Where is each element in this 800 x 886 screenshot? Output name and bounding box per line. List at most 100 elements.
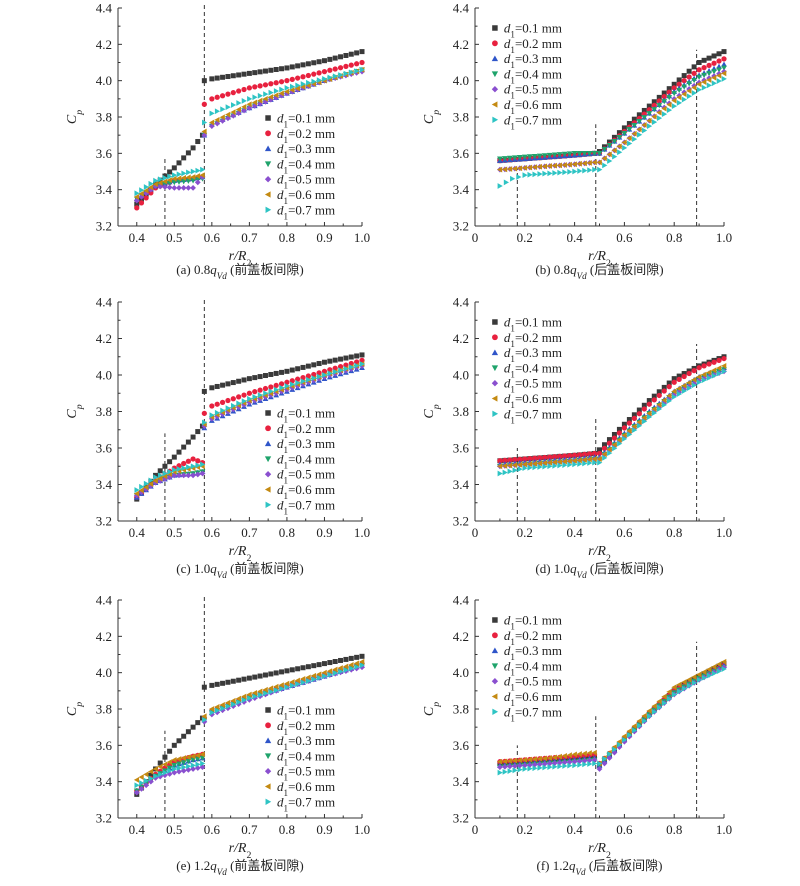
- x-tick-label: 0.6: [204, 230, 221, 245]
- data-point: [359, 653, 365, 659]
- data-point: [236, 88, 242, 94]
- data-point: [305, 674, 311, 681]
- data-point: [143, 187, 149, 194]
- y-axis-label: Cp: [422, 110, 442, 124]
- data-point: [676, 94, 682, 101]
- data-point: [236, 400, 242, 407]
- data-point: [190, 463, 196, 470]
- data-point: [661, 397, 667, 404]
- chart-panel-c: 3.2 3.4 3.6 3.8 4.0 4.2 4.4 0.4 0.5 0.6 0.7 0.8 0.9 1…: [65, 295, 370, 581]
- data-point: [606, 440, 613, 446]
- x-tick-label: 1.0: [716, 525, 732, 540]
- data-point: [343, 355, 349, 361]
- data-point: [348, 662, 354, 668]
- x-tick-label: 0.6: [204, 525, 221, 540]
- data-point: [289, 76, 295, 82]
- data-point: [696, 671, 702, 678]
- panel-caption: (c) 1.0qVd (前盖板间隙): [176, 561, 303, 580]
- series-4: [497, 65, 727, 162]
- data-point: [273, 670, 279, 676]
- data-point: [185, 184, 192, 191]
- data-point: [676, 391, 683, 397]
- data-point: [295, 376, 301, 382]
- data-point: [611, 147, 617, 154]
- data-point: [153, 773, 159, 780]
- legend-label: d1=0.3 mm: [277, 733, 335, 752]
- data-point: [332, 357, 338, 363]
- data-point: [537, 171, 543, 177]
- data-point: [676, 81, 682, 87]
- data-point: [262, 82, 269, 88]
- data-point: [354, 68, 360, 74]
- data-point: [511, 763, 518, 769]
- x-axis-label: r/R2: [229, 841, 252, 861]
- y-tick-label: 4.4: [96, 593, 113, 608]
- data-point: [337, 364, 344, 370]
- data-point: [214, 409, 221, 416]
- data-point: [332, 368, 339, 375]
- data-point: [681, 371, 687, 377]
- data-point: [157, 472, 164, 479]
- y-tick-label: 4.2: [453, 629, 469, 644]
- data-point: [268, 688, 274, 695]
- y-tick-label: 3.8: [96, 110, 112, 125]
- data-point: [532, 455, 538, 461]
- data-point: [582, 761, 588, 768]
- data-point: [171, 180, 178, 186]
- data-point: [512, 467, 518, 474]
- data-point: [581, 451, 588, 458]
- data-point: [591, 151, 598, 157]
- data-point: [551, 152, 558, 158]
- data-point: [576, 151, 583, 157]
- data-point: [176, 160, 182, 166]
- data-point: [582, 167, 588, 174]
- x-tick-label: 0.2: [517, 525, 533, 540]
- data-point: [199, 172, 205, 179]
- data-point: [536, 460, 543, 467]
- data-point: [343, 663, 349, 670]
- x-tick-label: 0.4: [566, 230, 583, 245]
- data-point: [527, 171, 533, 178]
- data-point: [311, 375, 317, 382]
- data-point: [666, 689, 672, 695]
- data-point: [596, 159, 602, 166]
- data-point: [133, 776, 140, 783]
- y-tick-label: 3.2: [453, 219, 469, 234]
- data-point: [279, 369, 285, 375]
- data-point: [181, 170, 187, 177]
- data-point: [507, 457, 513, 463]
- data-point: [152, 766, 158, 772]
- data-point: [671, 103, 678, 109]
- data-point: [511, 757, 518, 764]
- y-tick-label: 4.0: [453, 73, 469, 88]
- data-point: [631, 123, 638, 129]
- data-point: [581, 160, 587, 167]
- data-point: [571, 151, 578, 157]
- data-point: [510, 175, 516, 182]
- data-point: [503, 179, 509, 186]
- data-point: [676, 87, 683, 93]
- data-point: [602, 755, 608, 762]
- data-point: [257, 392, 263, 398]
- data-point: [185, 150, 191, 156]
- legend-label: d1=0.3 mm: [504, 345, 562, 364]
- data-point: [167, 169, 173, 175]
- data-point: [641, 107, 647, 113]
- data-point: [262, 68, 268, 74]
- data-point: [557, 169, 563, 176]
- data-point: [162, 470, 168, 477]
- data-point: [552, 170, 558, 176]
- data-point: [190, 456, 196, 462]
- chart-panel-d: 3.2 3.4 3.6 3.8 4.0 4.2 4.4 0 0.2 0.4 0.6 0.8 1.0 Cp r…: [422, 295, 732, 581]
- data-point: [546, 163, 552, 169]
- x-tick-label: 0.4: [566, 822, 583, 837]
- data-point: [621, 421, 627, 427]
- data-point: [230, 109, 236, 115]
- data-point: [592, 459, 598, 466]
- data-point: [235, 695, 241, 702]
- y-tick-label: 3.6: [453, 146, 470, 161]
- data-point: [284, 383, 290, 389]
- data-point: [332, 66, 338, 72]
- data-point: [278, 90, 284, 97]
- data-point: [651, 99, 657, 105]
